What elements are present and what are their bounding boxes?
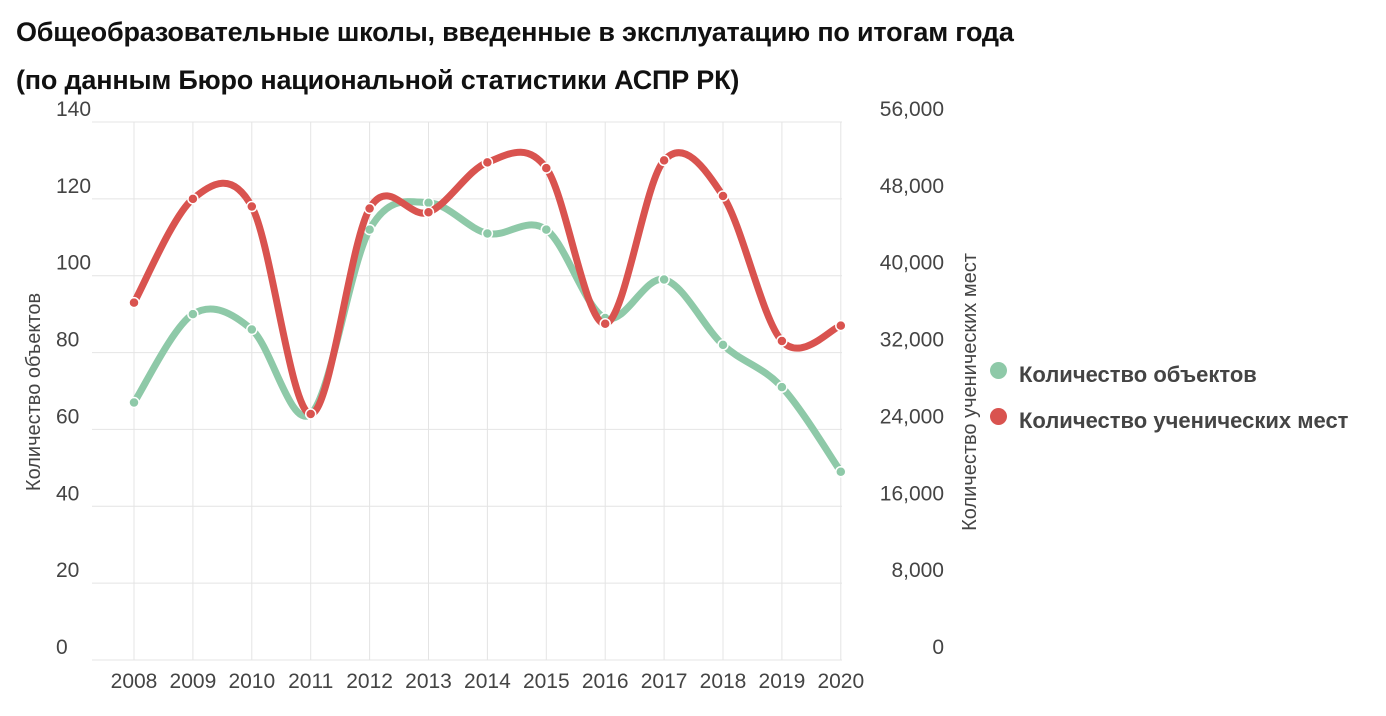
left-axis-ticks: 0 20 40 60 80 100 120 140: [56, 98, 91, 659]
data-point-student-places: [128, 296, 140, 309]
right-tick-label: 56,000: [880, 98, 944, 121]
data-point-student-places: [304, 408, 317, 420]
left-axis-title: Количество объектов: [23, 293, 45, 491]
right-tick-label: 40,000: [880, 252, 944, 275]
x-tick-label: 2011: [288, 670, 333, 693]
legend-label-student-places: Количество ученических мест: [1019, 408, 1349, 433]
right-axis-title: Количество ученических мест: [959, 253, 981, 531]
data-point-objects: [128, 396, 140, 409]
data-point-objects: [422, 196, 435, 209]
left-tick-label: 20: [56, 559, 79, 582]
series-student-places: [128, 148, 847, 420]
chart-series: [128, 148, 847, 478]
x-tick-label: 2014: [464, 670, 511, 693]
data-point-student-places: [540, 162, 553, 174]
legend-label-objects: Количество объектов: [1019, 362, 1257, 387]
x-tick-label: 2018: [700, 670, 747, 693]
right-tick-label: 48,000: [880, 175, 944, 198]
data-point-student-places: [422, 206, 435, 219]
left-tick-label: 100: [56, 252, 91, 275]
data-point-student-places: [658, 154, 670, 167]
x-tick-label: 2015: [523, 670, 570, 693]
data-point-student-places: [481, 156, 494, 169]
left-tick-label: 0: [56, 636, 68, 659]
x-tick-label: 2012: [346, 670, 393, 693]
chart-legend: Количество объектов Количество ученическ…: [990, 352, 1348, 444]
left-tick-label: 140: [56, 98, 91, 121]
chart-title-line-1: Общеобразовательные школы, введенные в э…: [16, 17, 1014, 47]
data-point-student-places: [363, 202, 376, 215]
x-tick-label: 2013: [405, 670, 452, 693]
data-point-objects: [187, 308, 199, 320]
data-point-student-places: [835, 319, 847, 332]
data-point-objects: [246, 323, 258, 336]
legend-marker-objects: [990, 361, 1007, 379]
right-tick-label: 0: [932, 636, 944, 659]
right-tick-label: 32,000: [880, 329, 944, 352]
data-point-objects: [540, 223, 553, 236]
data-point-student-places: [246, 200, 258, 213]
x-tick-label: 2016: [582, 670, 629, 693]
legend-item-objects: Количество объектов: [990, 352, 1348, 398]
x-tick-label: 2017: [641, 670, 688, 693]
data-point-objects: [776, 381, 788, 393]
chart-title-line-2: (по данным Бюро национальной статистики …: [16, 65, 740, 95]
data-point-objects: [835, 465, 847, 478]
x-tick-label: 2019: [759, 670, 806, 693]
x-axis-ticks: 2008 2009 2010 2011 2012 2013 2014 2015 2016 2017…: [111, 670, 865, 693]
data-point-objects: [717, 339, 729, 351]
right-tick-label: 16,000: [880, 482, 944, 505]
legend-item-student-places: Количество ученических мест: [990, 398, 1348, 444]
chart-grid: [92, 121, 842, 661]
left-tick-label: 120: [56, 175, 91, 198]
data-point-objects: [481, 227, 494, 240]
x-tick-label: 2009: [170, 670, 217, 693]
x-tick-label: 2010: [228, 670, 275, 693]
right-tick-label: 24,000: [880, 405, 944, 428]
left-tick-label: 80: [56, 329, 79, 352]
x-tick-label: 2008: [111, 670, 158, 693]
x-tick-label: 2020: [817, 670, 864, 693]
data-point-objects: [658, 273, 670, 286]
data-point-student-places: [717, 190, 729, 202]
chart-title: Общеобразовательные школы, введенные в э…: [16, 8, 1014, 104]
right-axis-ticks: 0 8,000 16,000 24,000 32,000 40,000 48,000 56,0…: [880, 98, 944, 659]
data-point-student-places: [776, 335, 788, 347]
data-point-student-places: [599, 318, 611, 330]
left-tick-label: 60: [56, 405, 79, 428]
legend-marker-student-places: [990, 407, 1007, 425]
left-tick-label: 40: [56, 482, 79, 505]
data-point-student-places: [187, 193, 199, 205]
right-tick-label: 8,000: [891, 559, 944, 582]
